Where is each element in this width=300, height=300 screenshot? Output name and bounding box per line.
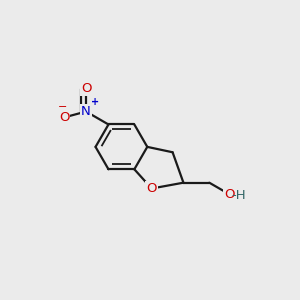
Text: O: O [81, 82, 91, 95]
Text: O: O [224, 188, 235, 201]
Text: -H: -H [231, 189, 246, 202]
Text: O: O [146, 182, 157, 195]
Text: O: O [59, 111, 69, 124]
Text: +: + [91, 98, 99, 107]
Text: −: − [58, 102, 68, 112]
Text: N: N [81, 105, 91, 118]
